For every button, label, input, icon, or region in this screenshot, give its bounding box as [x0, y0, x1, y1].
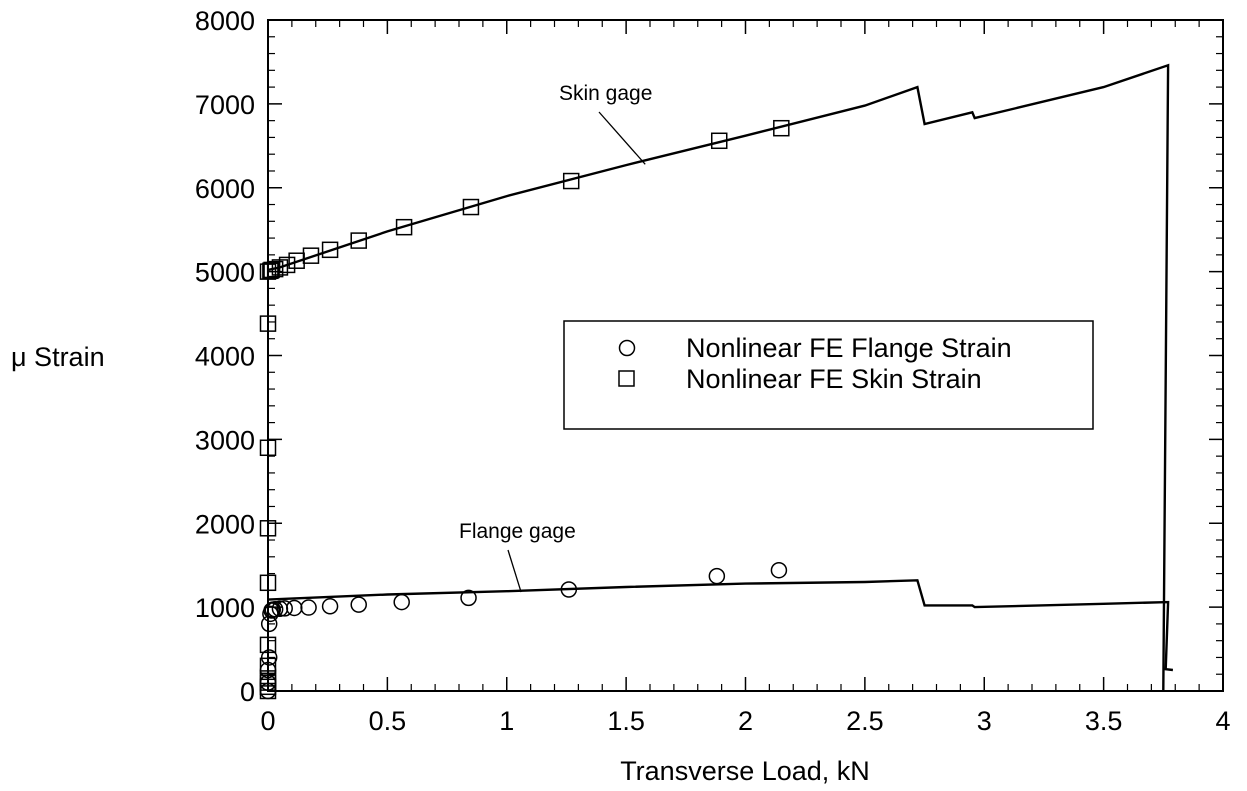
x-axis-title: Transverse Load, kN — [620, 756, 870, 786]
legend-label-skin: Nonlinear FE Skin Strain — [686, 364, 982, 394]
axis-ticks — [267, 19, 1224, 692]
x-tick-label: 0.5 — [369, 706, 407, 736]
y-tick-label: 7000 — [195, 90, 255, 120]
x-tick-label: 2.5 — [846, 706, 884, 736]
legend-circle-marker — [618, 339, 636, 357]
skin-strain-point — [259, 520, 277, 537]
tick-labels: 0 0.5 1 1.5 2 2.5 3 3.5 4 0 1000 2000 3000 4000 5000 60… — [195, 6, 1231, 736]
y-tick-label: 8000 — [195, 6, 255, 36]
skin-strain-point — [259, 574, 277, 592]
flange-strain-point — [286, 599, 303, 617]
skin-strain-point — [710, 132, 728, 150]
annotation-flange-gage: Flange gage — [459, 520, 576, 543]
y-tick-label: 0 — [240, 677, 255, 707]
skin-strain-point — [259, 439, 277, 457]
skin-strain-point — [259, 657, 277, 675]
flange-strain-point — [321, 598, 339, 615]
flange-strain-point — [350, 596, 367, 613]
skin-strain-point — [259, 670, 277, 687]
annotation-flange-leader — [507, 549, 522, 593]
flange-strain-point — [260, 649, 278, 666]
legend: Nonlinear FE Flange Strain Nonlinear FE … — [563, 320, 1094, 430]
flange-strain-point — [266, 600, 284, 618]
flange-strain-point — [276, 600, 293, 617]
skin-strain-point — [773, 119, 790, 137]
flange-strain-point — [460, 589, 477, 607]
y-tick-label: 2000 — [195, 509, 255, 539]
skin-strain-point — [262, 262, 279, 280]
y-tick-label: 5000 — [195, 258, 255, 288]
y-tick-label: 1000 — [195, 593, 255, 623]
x-tick-label: 3 — [977, 706, 992, 736]
y-tick-label: 4000 — [195, 342, 255, 372]
annotation-skin-leader — [598, 111, 646, 165]
skin-strain-point — [395, 218, 413, 236]
x-tick-label: 3.5 — [1085, 706, 1123, 736]
fe-markers — [259, 119, 790, 700]
x-tick-label: 0 — [260, 706, 275, 736]
x-tick-label: 4 — [1215, 706, 1230, 736]
legend-box — [563, 320, 1094, 430]
skin-strain-point — [321, 241, 339, 259]
annotation-skin-gage: Skin gage — [559, 82, 652, 105]
x-tick-label: 1.5 — [607, 706, 645, 736]
skin-strain-point — [259, 315, 277, 332]
legend-square-marker — [618, 370, 635, 387]
flange-strain-point — [300, 599, 317, 616]
flange-gage-line — [267, 579, 1174, 672]
skin-strain-point — [259, 636, 277, 654]
y-tick-label: 3000 — [195, 425, 255, 455]
flange-strain-point — [393, 593, 410, 611]
y-tick-label: 6000 — [195, 174, 255, 204]
skin-strain-point — [302, 247, 320, 264]
skin-strain-point — [462, 198, 480, 216]
annotations: Skin gage Flange gage — [459, 82, 652, 593]
x-tick-label: 2 — [738, 706, 753, 736]
skin-strain-point — [266, 260, 284, 278]
flange-strain-point — [708, 567, 726, 585]
legend-label-flange: Nonlinear FE Flange Strain — [686, 333, 1012, 363]
y-axis-title: μ Strain — [11, 342, 105, 372]
flange-strain-point — [560, 581, 578, 598]
skin-gage-line — [267, 63, 1170, 692]
skin-strain-point — [562, 172, 580, 190]
x-tick-label: 1 — [499, 706, 514, 736]
skin-strain-point — [278, 256, 296, 274]
flange-strain-point — [770, 561, 788, 579]
skin-strain-point — [350, 232, 367, 249]
gage-lines — [267, 63, 1174, 692]
